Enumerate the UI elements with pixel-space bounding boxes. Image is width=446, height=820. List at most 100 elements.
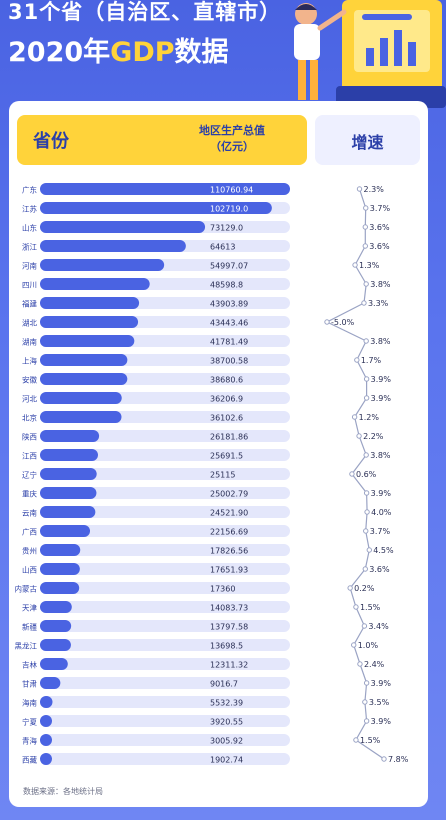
- gdp-bar: [40, 240, 186, 252]
- gdp-bar: [40, 696, 53, 708]
- growth-label: 1.2%: [359, 413, 380, 422]
- province-label: 江苏: [22, 204, 37, 214]
- province-label: 甘肃: [22, 679, 37, 689]
- data-source-note: 数据来源：各地统计局: [23, 787, 103, 796]
- growth-label: 3.9%: [371, 717, 392, 726]
- bar-track: [40, 715, 290, 727]
- bar-track: [40, 696, 290, 708]
- gdp-bar: [40, 392, 122, 404]
- bar-track: [40, 544, 290, 556]
- gdp-value-label: 24521.90: [210, 509, 248, 518]
- gdp-bar: [40, 658, 68, 670]
- province-label: 北京: [22, 413, 37, 423]
- gdp-value-label: 13698.5: [210, 642, 243, 651]
- growth-point: [363, 205, 369, 211]
- title-suffix: 数据: [174, 37, 229, 68]
- growth-label: 3.8%: [370, 280, 391, 289]
- province-label: 陕西: [22, 432, 37, 442]
- growth-label: 1.0%: [358, 641, 379, 650]
- gdp-value-label: 110760.94: [210, 186, 253, 195]
- gdp-bar: [40, 183, 290, 195]
- growth-label: 3.9%: [371, 394, 392, 403]
- growth-point: [324, 319, 330, 325]
- gdp-value-label: 26181.86: [210, 433, 248, 442]
- gdp-bar: [40, 335, 135, 347]
- gdp-bar-chart: 广东 110760.94 江苏 102719.0 山东 73129.0 浙江 64613 河南 5…: [15, 183, 409, 765]
- province-label: 河南: [22, 261, 37, 271]
- bar-track: [40, 487, 290, 499]
- growth-label: 3.7%: [370, 204, 391, 213]
- growth-point: [366, 547, 373, 553]
- bar-track: [40, 506, 290, 518]
- province-label: 重庆: [22, 489, 37, 499]
- growth-point: [361, 623, 368, 629]
- bar-track: [40, 525, 290, 537]
- growth-point: [363, 395, 370, 401]
- data-card: 省份 地区生产总值 （亿元） 增速 广东 110760.94 江苏 102719.0 山…: [9, 101, 428, 807]
- gdp-value-label: 25691.5: [210, 452, 243, 461]
- growth-point: [357, 661, 363, 667]
- bar-track: [40, 449, 290, 461]
- province-label: 黑龙江: [15, 641, 38, 651]
- growth-point: [351, 642, 357, 648]
- gdp-value-label: 73129.0: [210, 224, 243, 233]
- growth-point: [362, 243, 368, 249]
- growth-label: 1.7%: [361, 356, 382, 365]
- growth-point: [356, 186, 363, 192]
- province-label: 内蒙古: [15, 584, 38, 594]
- province-label: 云南: [22, 508, 37, 518]
- growth-label: 2.2%: [363, 432, 384, 441]
- growth-point: [363, 490, 370, 496]
- bar-track: [40, 677, 290, 689]
- growth-label: 3.9%: [371, 679, 392, 688]
- province-label: 山西: [22, 565, 37, 575]
- bar-track: [40, 658, 290, 670]
- growth-label: 3.8%: [370, 337, 391, 346]
- growth-label: 3.9%: [371, 375, 392, 384]
- province-label: 浙江: [22, 242, 37, 252]
- growth-label: 4.0%: [371, 508, 392, 517]
- gdp-bar: [40, 354, 128, 366]
- growth-label: 3.6%: [369, 223, 390, 232]
- gdp-value-label: 64613: [210, 243, 235, 252]
- gdp-bar: [40, 753, 52, 765]
- table-header-bg: [17, 115, 307, 165]
- bar-track: [40, 639, 290, 651]
- growth-point: [363, 281, 369, 287]
- gdp-value-label: 17651.93: [210, 566, 248, 575]
- growth-label: 3.9%: [371, 489, 392, 498]
- growth-label: 4.5%: [373, 546, 394, 555]
- gdp-value-label: 25115: [210, 471, 235, 480]
- gdp-bar: [40, 411, 122, 423]
- gdp-bar: [40, 544, 81, 556]
- province-label: 湖南: [22, 337, 37, 347]
- province-label: 安徽: [22, 375, 37, 385]
- bar-track: [40, 753, 290, 765]
- hero-banner: 31个省（自治区、直辖市） 2020年GDP数据: [0, 0, 446, 108]
- province-label: 湖北: [22, 319, 37, 328]
- gdp-bar: [40, 715, 52, 727]
- growth-header-bg: [315, 115, 420, 165]
- gdp-bar: [40, 221, 206, 233]
- gdp-bar: [40, 316, 139, 328]
- growth-label: 3.6%: [369, 565, 390, 574]
- growth-label: 1.3%: [359, 261, 380, 270]
- bar-track: [40, 601, 290, 613]
- gdp-bar: [40, 259, 165, 271]
- growth-label: 0.2%: [354, 584, 375, 593]
- province-label: 广东: [22, 185, 37, 195]
- gdp-bar: [40, 506, 96, 518]
- gdp-bar: [40, 582, 80, 594]
- province-label: 天津: [22, 604, 37, 613]
- growth-point: [363, 338, 369, 344]
- province-label: 贵州: [22, 546, 37, 556]
- title-line-2: 2020年GDP数据: [8, 30, 229, 69]
- growth-point: [362, 699, 368, 705]
- gdp-value-label: 41781.49: [210, 338, 248, 347]
- province-label: 海南: [22, 698, 37, 708]
- province-label: 青海: [22, 736, 37, 746]
- gdp-bar: [40, 734, 52, 746]
- growth-point: [353, 737, 359, 743]
- gdp-value-label: 54997.07: [210, 262, 248, 271]
- province-label: 上海: [22, 356, 37, 366]
